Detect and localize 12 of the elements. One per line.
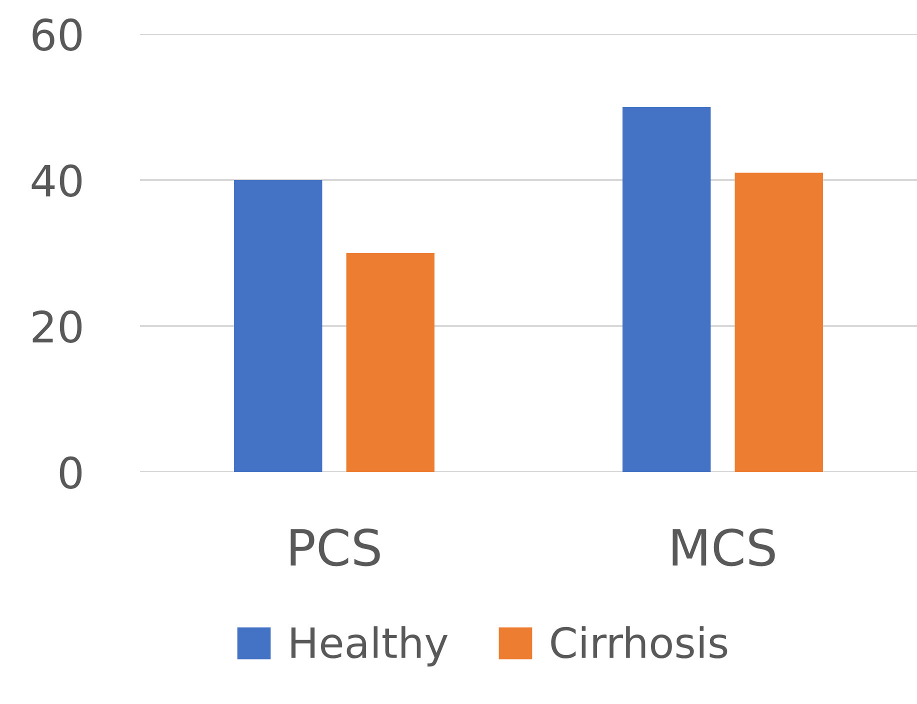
x-tick-label: PCS	[290, 528, 380, 566]
bar	[734, 172, 823, 472]
legend-label: Healthy	[291, 626, 448, 666]
legend-label: Cirrhosis	[551, 626, 728, 658]
bar	[346, 253, 434, 472]
y-tick-label: 40	[32, 164, 82, 197]
y-tick-label: 20	[32, 310, 82, 343]
x-tick-label: MCS	[672, 528, 775, 566]
bar	[234, 180, 322, 472]
y-tick-label: 0	[60, 456, 82, 489]
y-tick-label: 60	[32, 18, 82, 51]
bar	[622, 107, 711, 472]
